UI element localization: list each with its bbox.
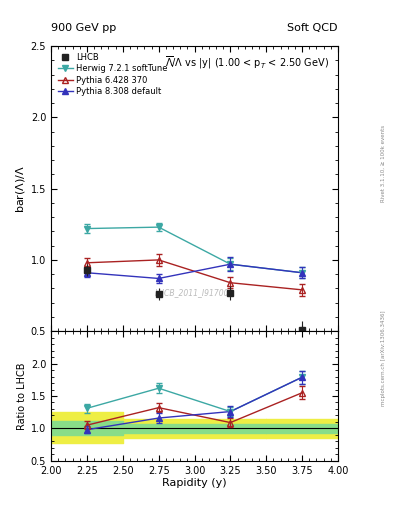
Text: Soft QCD: Soft QCD: [288, 23, 338, 33]
Text: 900 GeV pp: 900 GeV pp: [51, 23, 116, 33]
X-axis label: Rapidity (y): Rapidity (y): [162, 478, 227, 488]
Y-axis label: Ratio to LHCB: Ratio to LHCB: [17, 362, 27, 430]
Text: LHCB_2011_I917009: LHCB_2011_I917009: [155, 288, 234, 297]
Legend: LHCB, Herwig 7.2.1 softTune, Pythia 6.428 370, Pythia 8.308 default: LHCB, Herwig 7.2.1 softTune, Pythia 6.42…: [55, 50, 170, 99]
Text: $\overline{\Lambda}/\Lambda$ vs |y| (1.00 < p$_{T}$ < 2.50 GeV): $\overline{\Lambda}/\Lambda$ vs |y| (1.0…: [165, 55, 329, 71]
Text: mcplots.cern.ch [arXiv:1306.3436]: mcplots.cern.ch [arXiv:1306.3436]: [381, 311, 386, 406]
Y-axis label: bar($\Lambda$)/$\Lambda$: bar($\Lambda$)/$\Lambda$: [14, 165, 27, 212]
Text: Rivet 3.1.10, ≥ 100k events: Rivet 3.1.10, ≥ 100k events: [381, 125, 386, 202]
